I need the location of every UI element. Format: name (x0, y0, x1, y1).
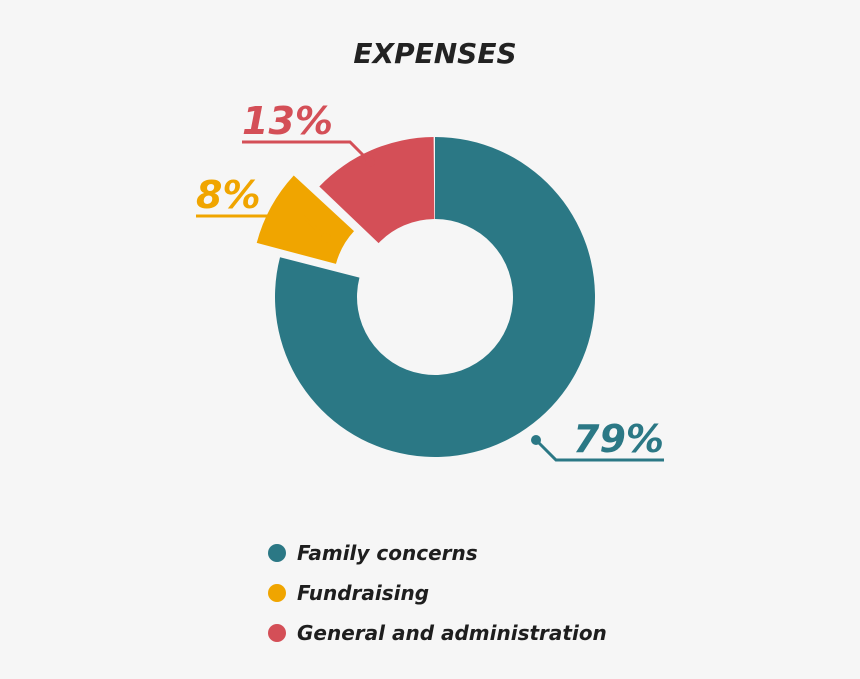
legend-swatch-fundraising (268, 584, 286, 602)
leader-dot-fundraising (321, 233, 331, 243)
leader-line-fundraising (196, 214, 328, 240)
leader-line-family-concerns (534, 438, 664, 462)
chart-title: EXPENSES (353, 37, 516, 70)
legend-swatch-family-concerns (268, 544, 286, 562)
slice-callouts: 79% 8% 13% (196, 99, 664, 462)
legend-label-fundraising: Fundraising (297, 581, 430, 605)
data-label-fundraising: 8% (196, 173, 261, 217)
slice-general-and-administration (319, 137, 435, 244)
leader-dot-family-concerns (531, 435, 541, 445)
legend-item-general-and-administration: General and administration (268, 613, 607, 653)
legend-item-family-concerns: Family concerns (268, 533, 607, 573)
slice-family-concerns (275, 137, 595, 457)
legend-label-general-and-administration: General and administration (297, 621, 607, 645)
legend-item-fundraising: Fundraising (268, 573, 607, 613)
leader-line-general-and-administration (242, 140, 372, 164)
chart-legend: Family concerns Fundraising General and … (268, 533, 607, 653)
legend-label-family-concerns: Family concerns (297, 541, 478, 565)
legend-swatch-general-and-administration (268, 624, 286, 642)
data-label-general-and-administration: 13% (242, 99, 333, 143)
data-label-family-concerns: 79% (573, 417, 664, 461)
donut-slices (256, 137, 595, 457)
leader-dot-general-and-administration (365, 157, 375, 167)
